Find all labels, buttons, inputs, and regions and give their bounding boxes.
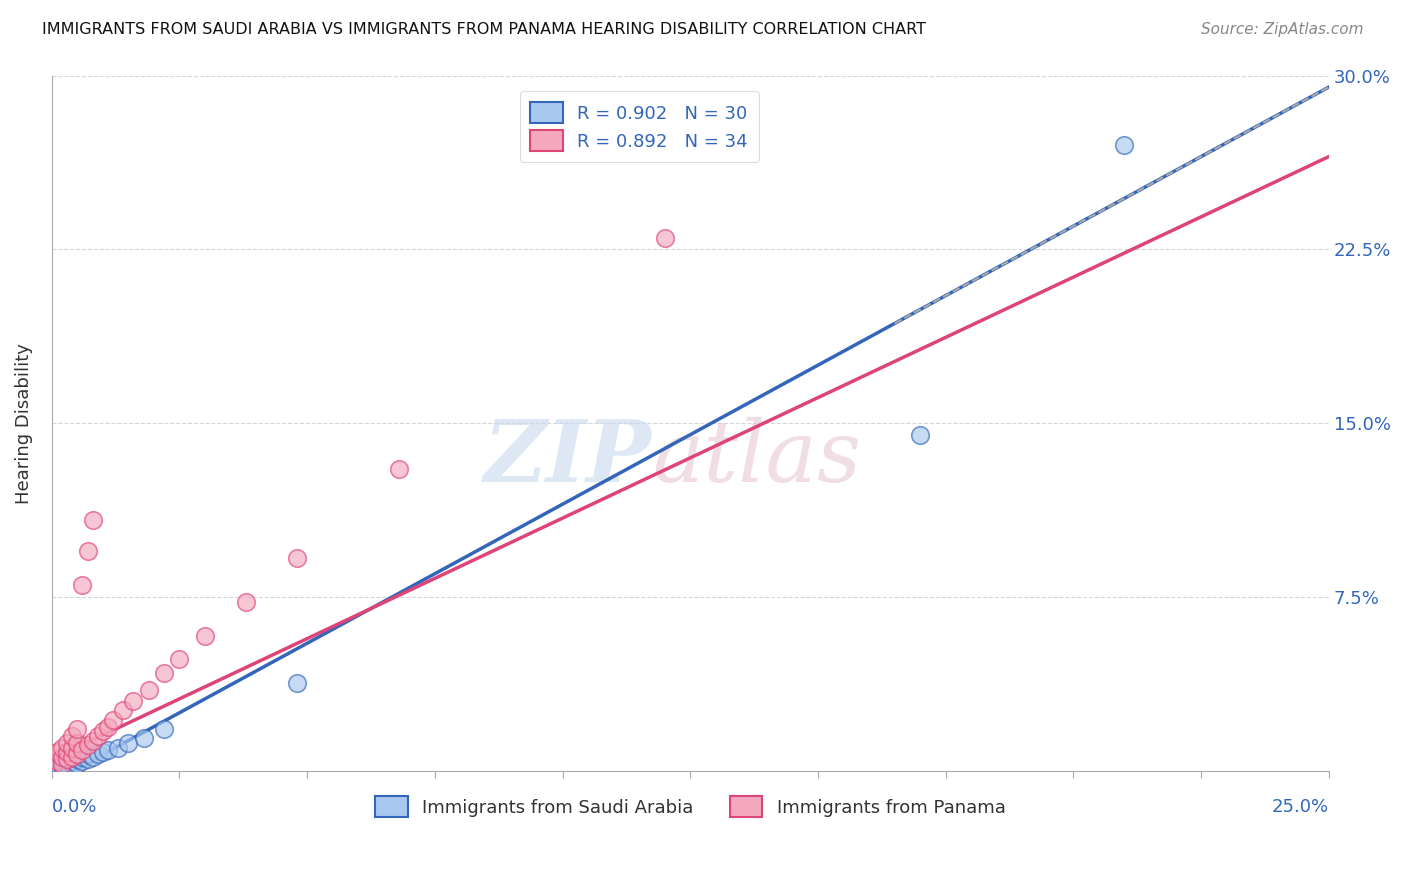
Point — [60, 749, 83, 764]
Point — [285, 550, 308, 565]
Point — [153, 722, 176, 736]
Point — [87, 747, 110, 762]
Legend: Immigrants from Saudi Arabia, Immigrants from Panama: Immigrants from Saudi Arabia, Immigrants… — [368, 789, 1012, 824]
Point — [45, 745, 67, 759]
Point — [101, 713, 124, 727]
Point — [138, 682, 160, 697]
Point — [76, 738, 98, 752]
Point — [56, 759, 79, 773]
Point — [56, 756, 79, 771]
Point — [56, 736, 79, 750]
Point — [56, 752, 79, 766]
Point — [56, 745, 79, 759]
Point — [72, 743, 94, 757]
Point — [66, 747, 89, 762]
Text: IMMIGRANTS FROM SAUDI ARABIA VS IMMIGRANTS FROM PANAMA HEARING DISABILITY CORREL: IMMIGRANTS FROM SAUDI ARABIA VS IMMIGRAN… — [42, 22, 927, 37]
Point — [112, 703, 135, 717]
Point — [56, 752, 79, 766]
Point — [1114, 138, 1136, 153]
Point — [60, 756, 83, 771]
Point — [66, 747, 89, 762]
Point — [51, 759, 73, 773]
Point — [66, 752, 89, 766]
Point — [153, 666, 176, 681]
Point — [51, 756, 73, 771]
Point — [66, 756, 89, 771]
Point — [56, 749, 79, 764]
Point — [72, 755, 94, 769]
Point — [51, 740, 73, 755]
Point — [45, 755, 67, 769]
Point — [66, 722, 89, 736]
Point — [82, 733, 104, 747]
Point — [51, 755, 73, 769]
Text: ZIP: ZIP — [484, 416, 652, 500]
Point — [76, 543, 98, 558]
Point — [91, 724, 114, 739]
Point — [91, 745, 114, 759]
Y-axis label: Hearing Disability: Hearing Disability — [15, 343, 32, 504]
Point — [97, 720, 120, 734]
Point — [194, 629, 217, 643]
Point — [45, 756, 67, 771]
Point — [285, 675, 308, 690]
Point — [76, 747, 98, 762]
Point — [72, 749, 94, 764]
Point — [72, 578, 94, 592]
Point — [76, 752, 98, 766]
Point — [87, 729, 110, 743]
Text: 0.0%: 0.0% — [52, 798, 97, 816]
Point — [388, 462, 411, 476]
Point — [60, 740, 83, 755]
Point — [117, 736, 139, 750]
Point — [235, 594, 257, 608]
Point — [654, 231, 676, 245]
Point — [908, 427, 931, 442]
Point — [51, 752, 73, 766]
Text: 25.0%: 25.0% — [1271, 798, 1329, 816]
Point — [82, 513, 104, 527]
Text: Source: ZipAtlas.com: Source: ZipAtlas.com — [1201, 22, 1364, 37]
Point — [60, 749, 83, 764]
Point — [60, 729, 83, 743]
Point — [122, 694, 145, 708]
Point — [169, 652, 191, 666]
Point — [97, 743, 120, 757]
Point — [132, 731, 155, 746]
Point — [60, 755, 83, 769]
Point — [51, 749, 73, 764]
Point — [45, 761, 67, 775]
Point — [107, 740, 129, 755]
Text: atlas: atlas — [652, 417, 860, 500]
Point — [66, 736, 89, 750]
Point — [82, 749, 104, 764]
